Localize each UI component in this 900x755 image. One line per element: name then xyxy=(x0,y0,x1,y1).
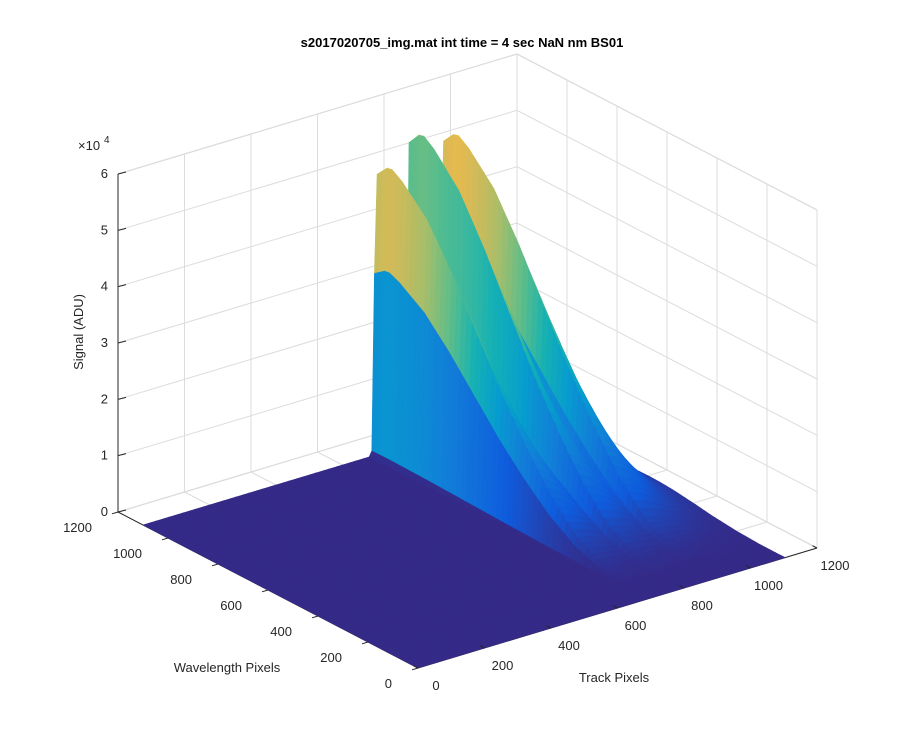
surface-mesh xyxy=(143,135,785,669)
